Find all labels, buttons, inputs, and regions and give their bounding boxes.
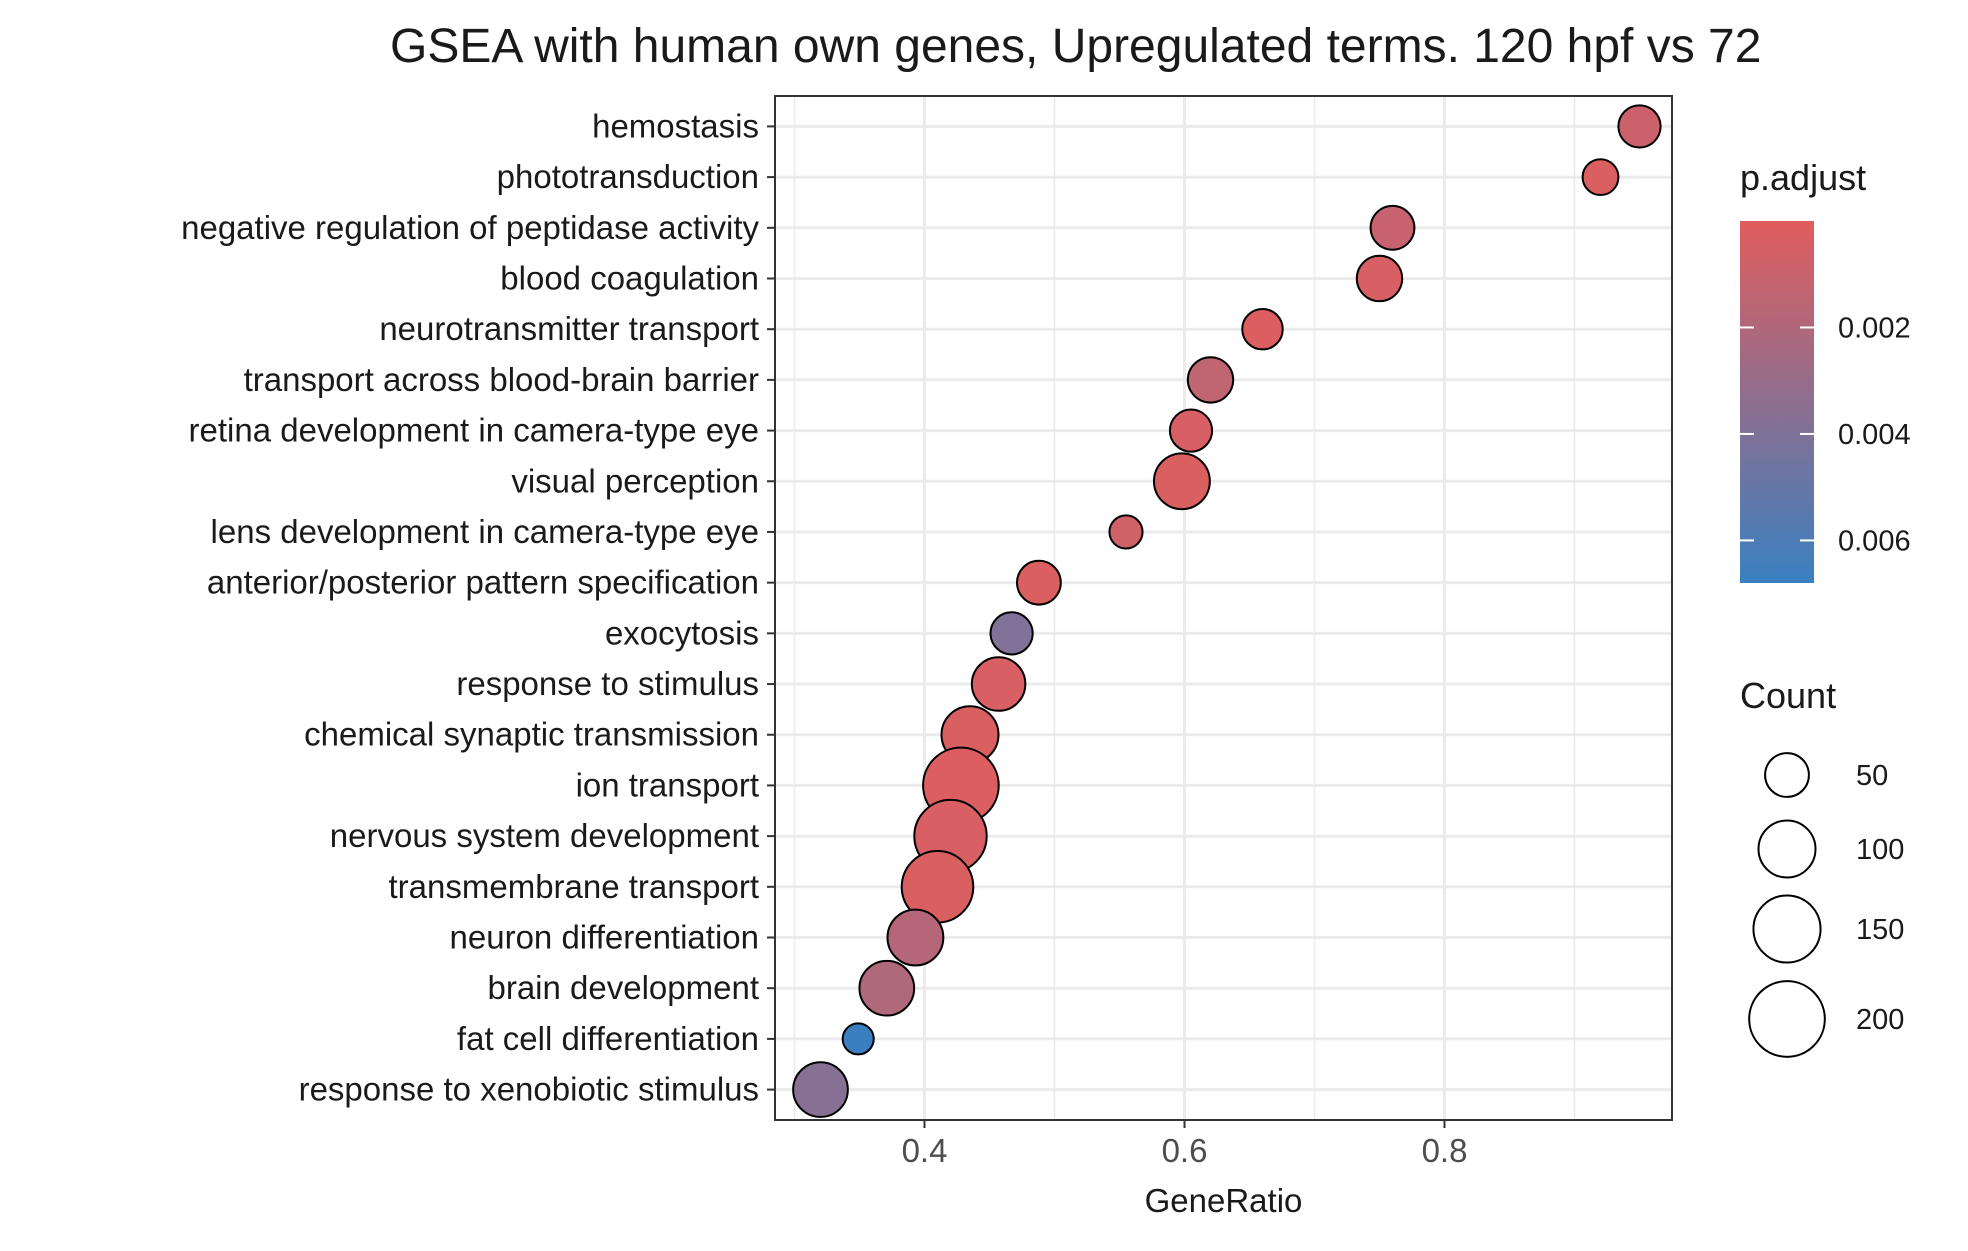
y-tick-label: anterior/posterior pattern specification: [207, 564, 759, 601]
y-axis: hemostasis phototransduction negative regu…: [181, 107, 775, 1108]
plot-panel-border: [774, 95, 1673, 1121]
colorbar-tick-label: 0.004: [1838, 419, 1911, 451]
plot-panel-background: [775, 96, 1672, 1120]
count-legend-key: [1752, 894, 1822, 964]
p-adjust-colorbar: [1740, 221, 1814, 583]
colorbar-tick-label: 0.002: [1838, 312, 1911, 344]
count-legend-label: 100: [1856, 834, 1904, 866]
y-tick-label: ion transport: [576, 766, 759, 803]
data-point: [1152, 452, 1211, 511]
grid: [775, 96, 1672, 1120]
y-tick-label: negative regulation of peptidase activit…: [181, 209, 759, 246]
y-tick-label: lens development in camera-type eye: [211, 513, 759, 550]
data-point: [1369, 204, 1416, 251]
p-adjust-legend: p.adjust 0.002 0.004 0.006: [1740, 157, 1911, 583]
count-legend: Count 50 100 150 200: [1740, 675, 1904, 1058]
count-legend-label: 200: [1856, 1004, 1904, 1036]
x-tick-label: 0.6: [1162, 1132, 1208, 1169]
y-tick-label: retina development in camera-type eye: [189, 412, 759, 449]
count-legend-key: [1764, 752, 1810, 798]
y-tick-label: neuron differentiation: [450, 919, 759, 956]
y-tick-label: response to xenobiotic stimulus: [299, 1071, 759, 1108]
chart-title: GSEA with human own genes, Upregulated t…: [390, 20, 1761, 73]
y-tick-label: response to stimulus: [456, 665, 759, 702]
y-tick-label: neurotransmitter transport: [379, 310, 759, 347]
x-tick-label: 0.8: [1422, 1132, 1468, 1169]
x-axis: 0.4 0.6 0.8: [902, 1120, 1468, 1169]
y-tick-label: blood coagulation: [500, 259, 759, 296]
data-point: [989, 611, 1034, 656]
data-point: [792, 1061, 849, 1118]
count-legend-label: 50: [1856, 760, 1888, 792]
count-legend-title: Count: [1740, 675, 1836, 716]
data-point: [1617, 104, 1662, 149]
y-tick-label: exocytosis: [605, 614, 759, 651]
data-point: [1168, 408, 1214, 453]
y-tick-label: transmembrane transport: [389, 868, 760, 905]
data-point: [1186, 356, 1235, 404]
data-point: [841, 1022, 875, 1056]
x-tick-label: 0.4: [902, 1132, 948, 1169]
data-point: [1015, 559, 1062, 606]
data-point: [1108, 514, 1144, 550]
data-point: [1241, 307, 1284, 351]
colorbar-tick-label: 0.006: [1838, 525, 1911, 557]
y-tick-label: transport across blood-brain barrier: [244, 361, 759, 398]
x-axis-title: GeneRatio: [1145, 1182, 1303, 1219]
y-tick-label: brain development: [487, 969, 759, 1006]
y-tick-label: fat cell differentiation: [457, 1020, 759, 1057]
count-legend-key: [1748, 980, 1826, 1058]
data-point: [886, 908, 945, 967]
y-tick-label: phototransduction: [497, 158, 759, 195]
y-tick-label: visual perception: [511, 462, 759, 499]
data-point: [970, 656, 1027, 712]
data-point: [1355, 254, 1404, 303]
count-legend-label: 150: [1856, 914, 1904, 946]
count-legend-key: [1757, 819, 1817, 879]
data-point: [1581, 158, 1620, 197]
p-adjust-legend-title: p.adjust: [1740, 157, 1866, 198]
data-point: [858, 959, 916, 1017]
y-tick-label: chemical synaptic transmission: [304, 716, 759, 753]
y-tick-label: hemostasis: [592, 107, 759, 144]
y-tick-label: nervous system development: [330, 817, 759, 854]
data-points: [792, 104, 1662, 1118]
